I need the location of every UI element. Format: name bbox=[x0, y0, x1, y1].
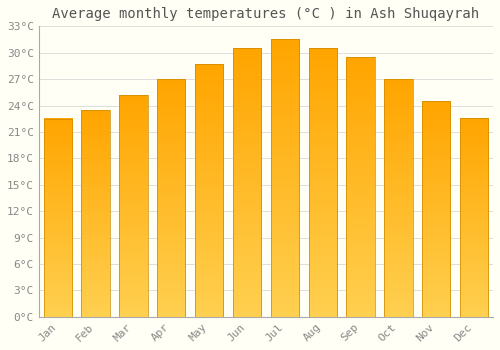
Bar bbox=[44, 119, 72, 317]
Bar bbox=[422, 101, 450, 317]
Bar bbox=[195, 64, 224, 317]
Bar bbox=[384, 79, 412, 317]
Bar bbox=[233, 48, 261, 317]
Bar bbox=[157, 79, 186, 317]
Bar bbox=[270, 40, 299, 317]
Bar bbox=[460, 118, 488, 317]
Bar bbox=[308, 48, 337, 317]
Bar bbox=[119, 95, 148, 317]
Bar bbox=[82, 110, 110, 317]
Title: Average monthly temperatures (°C ) in Ash Shuqayrah: Average monthly temperatures (°C ) in As… bbox=[52, 7, 480, 21]
Bar bbox=[346, 57, 375, 317]
